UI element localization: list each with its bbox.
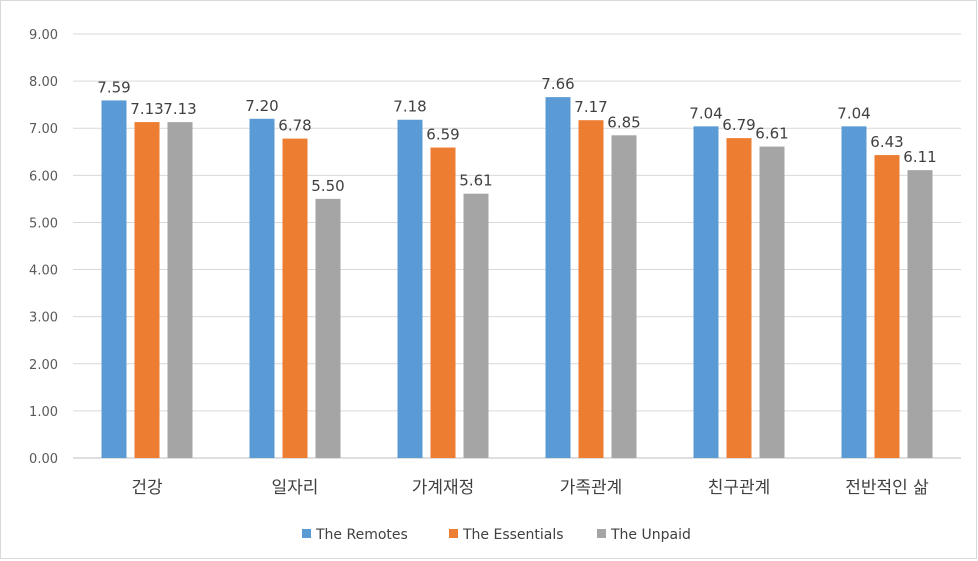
data-label: 7.13	[163, 100, 196, 118]
legend-label: The Unpaid	[610, 527, 691, 543]
category-labels: 건강 일자리 가계재정 가족관계 친구관계 전반적인 삶	[131, 478, 929, 498]
category-label: 가족관계	[560, 478, 623, 498]
bar-the-remotes	[693, 126, 719, 459]
bar-the-essentials	[578, 120, 604, 459]
bar-the-essentials	[430, 147, 456, 458]
bar-the-unpaid	[611, 135, 637, 459]
data-label: 5.61	[459, 172, 492, 190]
data-label: 7.59	[97, 78, 130, 96]
bar-the-remotes	[397, 119, 423, 459]
category-label: 가계재정	[412, 478, 475, 498]
legend-label: The Remotes	[315, 527, 408, 543]
y-tick-label: 4.00	[29, 264, 58, 279]
legend-swatch	[449, 529, 458, 538]
data-label: 6.79	[722, 116, 755, 134]
category-label: 건강	[131, 478, 163, 498]
data-label: 7.17	[574, 98, 607, 116]
data-label: 6.78	[278, 117, 311, 135]
bar-the-remotes	[545, 97, 571, 458]
data-label: 5.50	[311, 177, 344, 195]
bar-the-unpaid	[759, 146, 785, 458]
bar-the-unpaid	[167, 122, 193, 458]
legend: The Remotes The Essentials The Unpaid	[302, 527, 691, 543]
y-tick-label: 3.00	[29, 311, 58, 326]
data-label: 6.85	[607, 113, 640, 131]
bar-the-unpaid	[463, 193, 489, 458]
category-label: 친구관계	[708, 478, 771, 498]
data-labels: 7.597.13 7.13 7.206.785.507.186.595.617.66…	[97, 75, 936, 195]
bar-the-essentials	[726, 138, 752, 459]
data-label: 7.04	[689, 104, 722, 122]
y-tick-label: 0.00	[29, 452, 58, 467]
data-label: 6.11	[903, 148, 936, 166]
gridlines	[73, 33, 961, 459]
y-tick-label: 8.00	[29, 75, 58, 90]
legend-swatch	[302, 529, 311, 538]
bar-the-essentials	[874, 155, 900, 458]
data-label: 7.13	[130, 100, 163, 118]
bars	[101, 97, 933, 459]
data-label: 6.59	[426, 126, 459, 144]
bar-the-unpaid	[907, 170, 933, 458]
bar-the-unpaid	[315, 198, 341, 458]
category-label: 일자리	[272, 478, 319, 498]
y-tick-label: 1.00	[29, 405, 58, 420]
bar-the-remotes	[841, 126, 867, 459]
data-label: 6.61	[755, 125, 788, 143]
legend-swatch	[597, 529, 606, 538]
data-label: 7.04	[837, 104, 870, 122]
y-tick-label: 9.00	[29, 28, 58, 43]
category-label: 전반적인 삶	[845, 478, 929, 498]
bar-the-essentials	[282, 138, 308, 458]
y-tick-label: 7.00	[29, 122, 58, 137]
bar-the-remotes	[101, 100, 127, 458]
data-label: 6.43	[870, 133, 903, 151]
y-tick-label: 2.00	[29, 358, 58, 373]
bar-the-essentials	[134, 122, 160, 458]
data-label: 7.66	[541, 75, 574, 93]
legend-label: The Essentials	[462, 527, 564, 543]
y-tick-label: 5.00	[29, 216, 58, 231]
y-tick-label: 6.00	[29, 169, 58, 184]
y-axis-ticks: 0.00 1.00 2.00 3.00 4.00 5.00 6.00 7.00 8.00 9.00	[29, 28, 58, 467]
data-label: 7.20	[245, 97, 278, 115]
bar-the-remotes	[249, 118, 275, 459]
data-label: 7.18	[393, 98, 426, 116]
